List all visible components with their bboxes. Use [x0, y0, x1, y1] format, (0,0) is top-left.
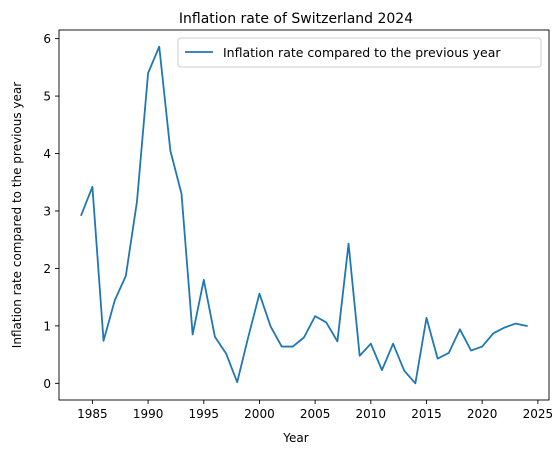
x-tick-label: 2020 [467, 407, 498, 421]
data-point [236, 381, 238, 383]
data-point [270, 326, 272, 328]
data-point [325, 322, 327, 324]
data-point [504, 327, 506, 329]
y-tick-label: 4 [43, 147, 51, 161]
data-point [459, 328, 461, 330]
data-point [303, 336, 305, 338]
y-tick-label: 5 [43, 90, 51, 104]
data-point [181, 193, 183, 195]
x-tick-label: 2005 [300, 407, 331, 421]
data-point [158, 46, 160, 48]
data-point [292, 346, 294, 348]
y-tick-label: 2 [43, 262, 51, 276]
data-point [114, 300, 116, 302]
data-point [92, 186, 94, 188]
data-point [515, 323, 517, 325]
data-point [526, 325, 528, 327]
chart-title: Inflation rate of Switzerland 2024 [179, 11, 413, 27]
x-tick-label: 1990 [133, 407, 164, 421]
data-point [214, 336, 216, 338]
plot-frame [58, 29, 550, 401]
x-tick-label: 2000 [244, 407, 275, 421]
data-point [492, 332, 494, 334]
legend-label: Inflation rate compared to the previous … [223, 45, 501, 60]
data-point [414, 382, 416, 384]
y-tick-label: 0 [43, 377, 51, 391]
data-point [359, 355, 361, 357]
data-point [136, 201, 138, 203]
x-tick-label: 2010 [356, 407, 387, 421]
data-point [281, 346, 283, 348]
data-point [169, 150, 171, 152]
x-tick-label: 1995 [188, 407, 219, 421]
data-point [481, 346, 483, 348]
data-point [192, 334, 194, 336]
x-tick-label: 1985 [77, 407, 108, 421]
data-point [392, 343, 394, 345]
x-axis-label: Year [282, 431, 308, 445]
legend: Inflation rate compared to the previous … [177, 37, 542, 68]
y-tick-label: 1 [43, 319, 51, 333]
data-point [125, 275, 127, 277]
data-point [348, 243, 350, 245]
data-point [103, 340, 105, 342]
y-tick-label: 3 [43, 204, 51, 218]
data-point [203, 279, 205, 281]
data-point [448, 352, 450, 354]
y-tick-label: 6 [43, 32, 51, 46]
y-axis-label: Inflation rate compared to the previous … [10, 82, 24, 348]
data-point [381, 369, 383, 371]
x-tick-label: 2025 [523, 407, 554, 421]
legend-frame [177, 37, 542, 68]
data-point [259, 293, 261, 295]
data-point [337, 341, 339, 343]
data-point [426, 317, 428, 319]
data-point [247, 336, 249, 338]
data-point [437, 358, 439, 360]
data-point [470, 350, 472, 352]
series-line [80, 45, 528, 385]
data-point [225, 353, 227, 355]
data-point [403, 370, 405, 372]
x-tick-label: 2015 [411, 407, 442, 421]
data-point [370, 343, 372, 345]
data-point [314, 315, 316, 317]
data-point [80, 214, 82, 216]
data-point [147, 72, 149, 74]
